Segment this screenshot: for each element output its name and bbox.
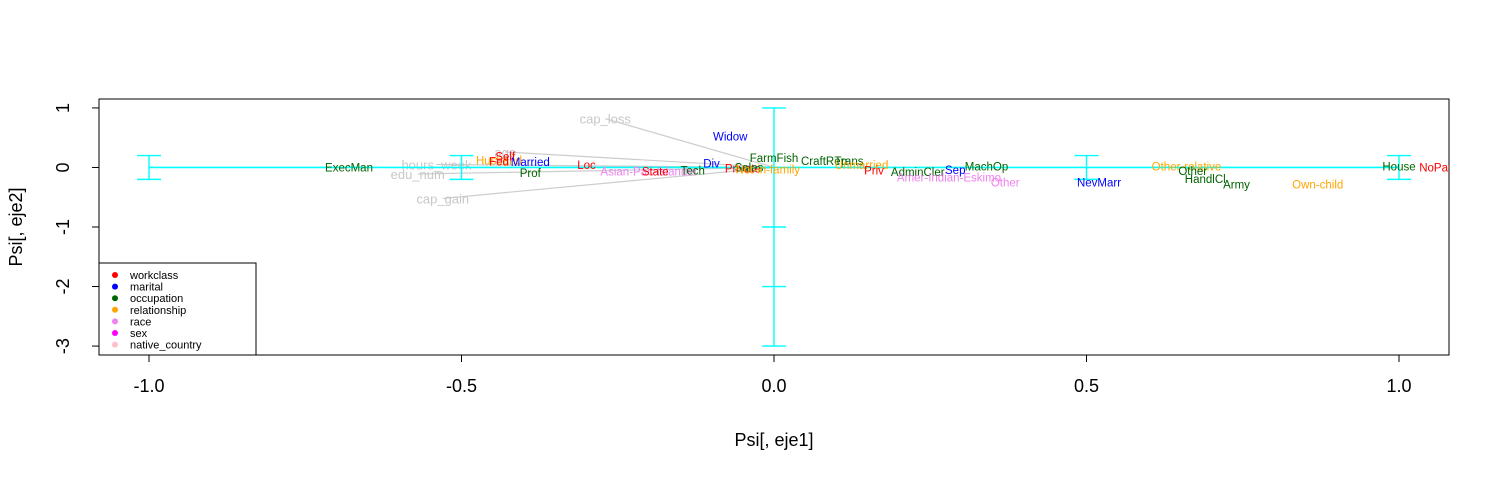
y-axis: 1 0 -1 -2 -3 [53, 103, 99, 354]
point-label: CraftRep [801, 156, 847, 168]
point-label: Amer-Indian-Eskimo [897, 173, 1001, 185]
point-label: Own-child [1292, 180, 1343, 192]
legend-label: native_country [130, 340, 202, 352]
point-label: HandlCl [1185, 174, 1226, 186]
point-label: Trans [835, 156, 864, 168]
point-label: Fed [489, 157, 509, 169]
legend-label: race [130, 316, 151, 328]
legend-marker [112, 341, 118, 348]
legend-label: relationship [130, 305, 186, 317]
legend-marker [112, 330, 118, 336]
x-tick-label: 0.5 [1074, 376, 1099, 396]
x-tick-label: 1.0 [1386, 376, 1411, 396]
variable-label: cap_loss [580, 112, 632, 127]
point-label: Private [725, 164, 761, 176]
point-label: AdminCler [891, 167, 945, 179]
x-axis: -1.0 -0.5 0.0 0.5 1.0 [133, 355, 1412, 396]
point-label: Priv [864, 165, 884, 177]
variable-arrow [442, 166, 775, 200]
point-label: MachOp [965, 161, 1008, 173]
legend-marker [112, 283, 118, 290]
legend-marker [112, 295, 118, 302]
x-tick-label: -1.0 [133, 376, 164, 396]
x-tick-label: -0.5 [446, 376, 477, 396]
point-label: Tech [681, 165, 705, 177]
point-label: ExecMan [325, 162, 373, 174]
variable-arrow [605, 118, 775, 169]
point-label: State [642, 167, 669, 179]
legend-marker [112, 272, 118, 278]
error-bars [137, 107, 1411, 347]
point-label: Other-relative [1152, 161, 1222, 173]
variable-label: hours_week [401, 157, 472, 172]
point-label: Sales [735, 162, 764, 174]
point-label: NevMarr [1077, 177, 1121, 189]
y-tick-label: -1 [53, 219, 73, 235]
variable-label: cap_gain [416, 191, 469, 206]
point-label: Other [1178, 166, 1207, 178]
legend-label: occupation [130, 293, 183, 305]
variable-label: edu_num [391, 167, 445, 182]
point-label: Sep [945, 165, 965, 177]
variable-label: age [494, 145, 516, 160]
y-axis-title: Psi[, eje2] [6, 187, 26, 266]
point-label: Self [495, 152, 516, 164]
point-label: NoPay [1419, 162, 1454, 174]
legend-items: workclassmaritaloccupationrelationshipra… [112, 270, 202, 352]
legend: workclassmaritaloccupationrelationshipra… [98, 262, 257, 356]
point-label: Husband [476, 155, 522, 167]
legend-label: marital [130, 282, 163, 294]
y-tick-label: -2 [53, 279, 73, 295]
point-label: Div [703, 158, 720, 170]
point-label: Not-in-family [735, 164, 800, 176]
point-label: House [1382, 161, 1415, 173]
point-label: Other [991, 177, 1020, 189]
point-label: FarmFish [750, 153, 799, 165]
point-label: Prof [520, 168, 542, 180]
legend-marker [112, 306, 118, 313]
point-label: Loc [577, 160, 596, 172]
point-label: Married [511, 157, 550, 169]
legend-marker [112, 318, 118, 325]
legend-label: sex [130, 328, 148, 340]
variable-arrow [505, 151, 775, 169]
y-tick-label: 1 [53, 103, 73, 113]
variable-arrow [417, 166, 775, 175]
y-tick-label: 0 [53, 162, 73, 172]
legend-box [98, 262, 257, 356]
x-axis-title: Psi[, eje1] [734, 430, 813, 450]
y-tick-label: -3 [53, 338, 73, 354]
point-label: Asian-Pac-Islander [600, 167, 697, 179]
legend-label: workclass [129, 270, 179, 282]
point-label: Unmarried [835, 160, 889, 172]
x-tick-label: 0.0 [761, 376, 786, 396]
point-label: Army [1223, 180, 1250, 192]
point-label: Widow [713, 132, 748, 144]
